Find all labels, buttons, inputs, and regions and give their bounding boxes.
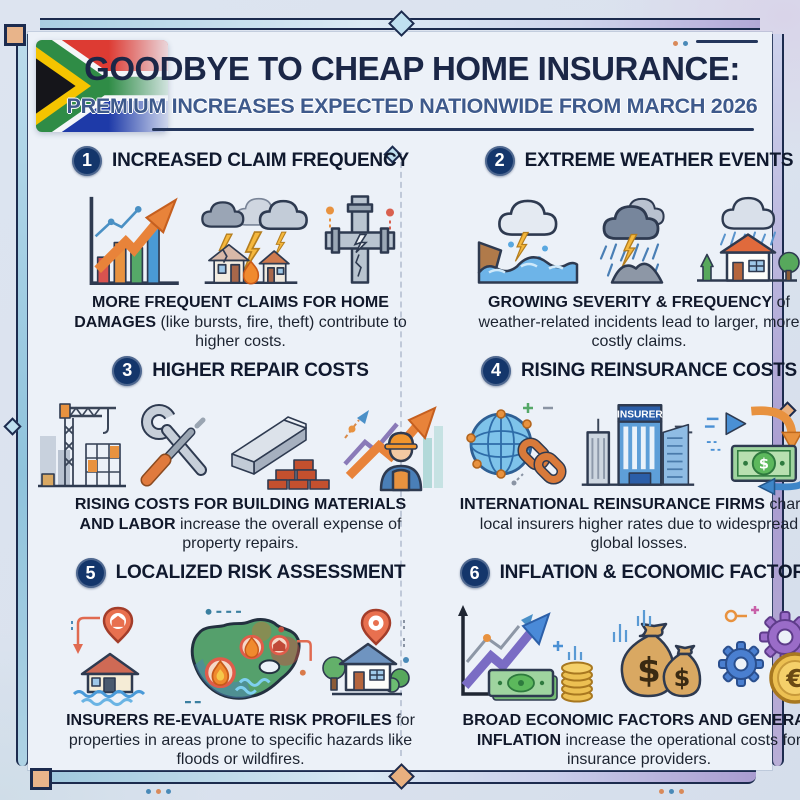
section-2-number-badge: 2 [484,145,515,176]
rain-over-house-icon [697,197,800,283]
cash-and-coins-icon [487,646,593,703]
section-5-icons [68,592,414,708]
section-3-heading: HIGHER REPAIR COSTS [152,359,369,381]
rising-claims-chart-icon [89,197,179,286]
page-title: GOODBYE TO CHEAP HOME INSURANCE: [84,50,740,87]
section-4-header: 4 RISING REINSURANCE COSTS [480,354,797,387]
section-4-heading: RISING REINSURANCE COSTS [520,359,797,381]
money-bags-icon: $ $ [612,610,702,698]
section-3-lead: RISING COSTS FOR BUILDING MATERIALS AND … [74,496,407,533]
gears-icon [718,606,800,687]
top-right-dots [673,41,688,46]
section-3-rest: increase the overall expense of property… [179,515,402,553]
section-2-description: GROWING SEVERITY & FREQUENCY of weather-… [458,293,800,352]
section-increased-claim-frequency: 1 INCREASED CLAIM FREQUENCY [32,142,449,352]
house-location-pin-icon [321,608,410,696]
section-1-description: MORE FREQUENT CLAIMS FOR HOME DAMAGES (l… [60,293,422,352]
section-6-heading: INFLATION & ECONOMIC FACTORS [499,562,800,583]
top-left-corner-square [4,24,26,46]
section-1-icons [80,180,402,291]
section-2-header: 2 EXTREME WEATHER EVENTS [484,144,794,178]
section-5-heading: LOCALIZED RISK ASSESSMENT [115,562,406,583]
section-extreme-weather-events: 2 EXTREME WEATHER EVENTS [449,142,800,352]
section-5-header: 5 LOCALIZED RISK ASSESSMENT [75,556,406,590]
svg-text:$: $ [759,457,769,473]
section-4-description: INTERNATIONAL REINSURANCE FIRMS charge l… [458,495,800,554]
page-subtitle: PREMIUM INCREASES EXPECTED NATIONWIDE FR… [66,94,758,118]
steel-beam-bricks-icon [231,416,330,491]
section-3-header: 3 HIGHER REPAIR COSTS [112,354,369,387]
section-5-rest: for properties in areas prone to specifi… [68,712,415,769]
globe-network-chain-icon [466,403,567,486]
tools-icon [140,404,207,487]
section-1-lead: MORE FREQUENT CLAIMS FOR HOME DAMAGES [74,294,389,331]
storm-damaged-homes-icon [200,198,308,285]
svg-text:$: $ [637,651,661,691]
burst-pipe-icon [324,195,395,285]
section-higher-repair-costs: 3 HIGHER REPAIR COSTS [32,352,449,554]
steel-beam-icon [231,416,307,476]
section-6-icons: $ $ [453,592,800,708]
svg-text:$: $ [674,664,691,692]
bottom-left-dots [146,789,171,794]
header-divider-line [152,128,754,131]
construction-crane-icon [38,403,126,488]
south-africa-risk-map-icon [184,608,312,704]
section-4-rest: charge local insurers higher rates due t… [479,496,800,553]
storm-flood-icon [477,200,579,285]
section-1-header: 1 INCREASED CLAIM FREQUENCY [72,144,409,178]
section-6-lead: BROAD ECONOMIC FACTORS AND GENERAL INFLA… [462,712,800,749]
section-3-description: RISING COSTS FOR BUILDING MATERIALS AND … [60,495,422,554]
section-6-header: 6 INFLATION & ECONOMIC FACTORS [459,556,800,590]
growth-arrow-cash-icon [458,605,593,703]
section-1-heading: INCREASED CLAIM FREQUENCY [112,149,409,171]
section-2-heading: EXTREME WEATHER EVENTS [524,149,794,171]
insurer-sign-label: INSURER [617,410,663,421]
section-2-icons [475,180,800,291]
section-4-icons: INSURER $ [459,389,800,496]
section-inflation-economic-factors: 6 INFLATION & ECONOMIC FACTORS [449,554,800,770]
section-6-description: BROAD ECONOMIC FACTORS AND GENERAL INFLA… [458,711,800,770]
heavy-rain-storm-icon [599,198,665,285]
south-africa-flag [36,40,168,132]
section-5-description: INSURERS RE-EVALUATE RISK PROFILES for p… [60,711,422,770]
sections-grid: 1 INCREASED CLAIM FREQUENCY [32,142,800,768]
section-localized-risk-assessment: 5 LOCALIZED RISK ASSESSMENT [32,554,449,770]
top-right-rule [696,40,758,43]
section-3-icons [36,389,445,492]
svg-text:€: € [785,664,800,693]
section-rising-reinsurance-costs: 4 RISING REINSURANCE COSTS [449,352,800,554]
euro-coin-icon: € [769,652,800,704]
section-2-rest: of weather-related incidents lead to lar… [478,294,800,351]
gears-euro-icon: € [718,606,800,704]
flooded-house-pin-icon [70,606,145,706]
insurer-buildings-icon: INSURER [581,404,695,487]
section-3-number-badge: 3 [112,355,143,386]
section-6-rest: increase the operational costs for insur… [565,731,800,769]
section-2-lead: GROWING SEVERITY & FREQUENCY [488,294,773,312]
bottom-left-corner-square [30,768,52,790]
section-5-lead: INSURERS RE-EVALUATE RISK PROFILES [66,712,392,729]
section-1-rest: (like bursts, fire, theft) contribute to… [160,313,407,351]
section-1-number-badge: 1 [72,145,103,176]
section-6-number-badge: 6 [459,558,490,588]
money-exchange-icon: $ [704,406,800,496]
bricks-icon [267,459,330,491]
section-5-number-badge: 5 [75,558,106,588]
section-4-number-badge: 4 [480,355,511,386]
bottom-right-dots [659,789,684,794]
section-4-lead: INTERNATIONAL REINSURANCE FIRMS [459,496,765,514]
construction-worker-arrow-icon [343,406,443,492]
